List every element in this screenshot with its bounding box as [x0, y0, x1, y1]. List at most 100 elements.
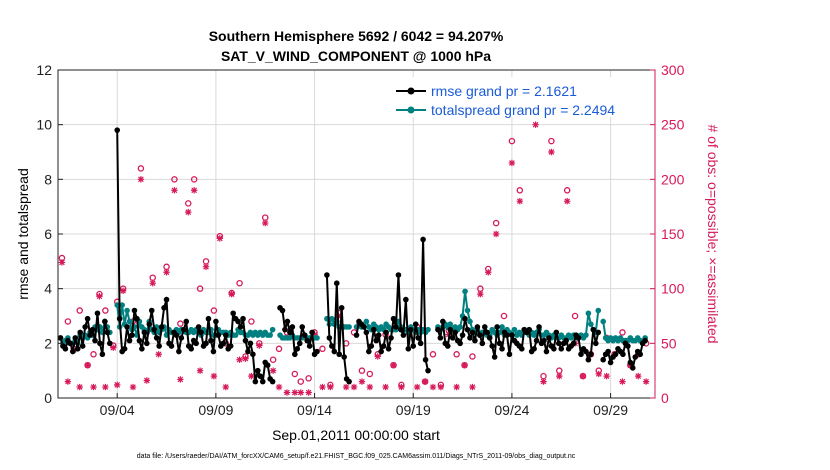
- obs-assimilated-marker: [556, 372, 563, 380]
- obs-assimilated-marker: [256, 342, 263, 349]
- rmse-point: [77, 329, 84, 336]
- rmse-point: [477, 332, 483, 338]
- rmse-point: [469, 329, 476, 336]
- rmse-point: [642, 337, 648, 344]
- totalspread-point: [447, 321, 454, 328]
- rmse-point: [245, 348, 251, 355]
- rmse-point: [592, 340, 599, 347]
- obs-assimilated-marker: [222, 383, 229, 391]
- rmse-point: [444, 343, 451, 349]
- rmse-point: [161, 305, 167, 311]
- obs-assimilated-marker: [532, 121, 539, 128]
- obs-possible-marker: [516, 187, 524, 194]
- rmse-point: [380, 343, 387, 349]
- rmse-point: [264, 362, 271, 369]
- obs-possible-marker: [619, 329, 626, 336]
- obs-possible-marker: [563, 187, 571, 194]
- rmse-point: [368, 343, 375, 349]
- rmse-point: [148, 307, 155, 314]
- obs-possible-marker: [366, 370, 374, 378]
- y-tick-label: 8: [44, 171, 52, 187]
- y2-tick-label: 50: [661, 335, 677, 351]
- rmse-point: [425, 367, 431, 374]
- totalspread-point: [267, 332, 273, 338]
- rmse-point: [366, 348, 372, 355]
- rmse-point: [407, 326, 414, 333]
- obs-assimilated-marker: [305, 389, 312, 396]
- rmse-point: [158, 324, 165, 330]
- obs-possible-marker: [171, 176, 178, 183]
- rmse-point: [114, 127, 121, 133]
- rmse-point: [237, 324, 244, 330]
- obs-assimilated-marker: [190, 187, 198, 194]
- rmse-point: [292, 351, 298, 358]
- rmse-point: [412, 321, 419, 328]
- y-axis-label: rmse and totalspread: [15, 168, 31, 300]
- obs-possible-marker: [102, 307, 109, 314]
- rmse-point: [62, 346, 69, 352]
- obs-assimilated-marker: [196, 367, 204, 374]
- totalspread-point: [585, 310, 592, 317]
- obs-assimilated-marker: [358, 378, 366, 385]
- x-tick-label: 09/04: [100, 402, 135, 418]
- rmse-point: [499, 346, 505, 352]
- rmse-point: [338, 305, 345, 311]
- totalspread-point: [269, 326, 276, 333]
- chart-title: Southern Hemisphere 5692 / 6042 = 94.207…: [209, 28, 504, 44]
- rmse-point: [533, 337, 540, 344]
- obs-assimilated-marker: [492, 230, 500, 238]
- obs-assimilated-marker: [64, 378, 72, 385]
- rmse-point: [422, 356, 429, 363]
- obs-assimilated-marker: [129, 383, 137, 391]
- rmse-point: [464, 326, 471, 333]
- rmse-point: [259, 378, 266, 385]
- rmse-point: [575, 335, 582, 341]
- totalspread-point: [363, 318, 370, 325]
- obs-assimilated-marker: [413, 383, 421, 391]
- obs-assimilated-marker: [216, 235, 224, 242]
- rmse-point: [637, 351, 643, 358]
- rmse-point: [79, 343, 86, 349]
- rmse-point: [452, 329, 458, 336]
- obs-assimilated-marker: [283, 389, 291, 396]
- rmse-point: [173, 332, 180, 338]
- rmse-point: [375, 332, 382, 338]
- rmse-point: [121, 346, 128, 352]
- rmse-point: [87, 332, 93, 338]
- obs-possible-marker: [508, 137, 516, 145]
- y2-tick-label: 150: [661, 226, 685, 242]
- obs-assimilated-marker: [477, 290, 484, 298]
- rmse-point: [289, 324, 296, 330]
- rmse-point: [235, 318, 241, 325]
- rmse-point: [484, 329, 491, 336]
- obs-possible-marker: [76, 307, 83, 314]
- x-axis-label: Sep.01,2011 00:00:00 start: [272, 427, 440, 443]
- rmse-point: [629, 365, 636, 371]
- obs-assimilated-marker: [171, 187, 178, 194]
- y-tick-label: 10: [36, 117, 52, 133]
- totalspread-point: [314, 335, 320, 341]
- obs-assimilated-marker: [297, 389, 304, 396]
- rmse-point: [504, 332, 510, 338]
- rmse-point: [435, 326, 441, 333]
- obs-assimilated-marker: [437, 383, 445, 391]
- rmse-point: [70, 348, 76, 355]
- rmse-point: [457, 340, 463, 347]
- rmse-point: [156, 343, 162, 349]
- rmse-point: [373, 337, 380, 344]
- obs-assimilated-marker: [516, 198, 524, 205]
- rmse-point: [551, 346, 557, 352]
- rmse-point: [625, 343, 631, 349]
- obs-assimilated-marker: [382, 383, 389, 391]
- rmse-point: [417, 340, 424, 347]
- rmse-point: [215, 332, 222, 338]
- rmse-point: [304, 337, 310, 344]
- rmse-point: [543, 348, 550, 355]
- rmse-point: [205, 315, 212, 322]
- obs-possible-marker: [275, 345, 283, 353]
- rmse-point: [361, 324, 367, 330]
- rmse-point: [563, 337, 569, 344]
- rmse-point: [627, 359, 634, 366]
- obs-assimilated-marker: [149, 280, 156, 287]
